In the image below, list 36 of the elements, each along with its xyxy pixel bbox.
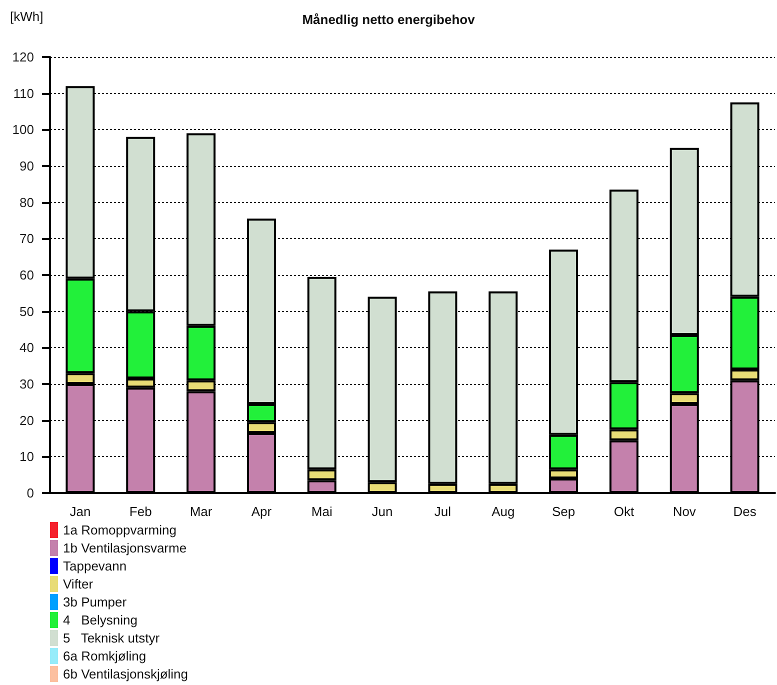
y-tick-label: 0 [26,486,34,500]
legend-label: 1b Ventilasjonsvarme [63,540,187,556]
y-tick-label: 20 [20,412,34,428]
y-axis-title: [kWh] [10,9,44,24]
x-tick-label: Des [733,504,757,519]
x-tick-label: Sep [552,504,576,519]
y-tick-label: 80 [20,194,34,210]
x-tick-label: Mai [311,504,332,519]
y-tick-label: 40 [20,340,34,356]
x-tick-label: Jul [434,504,452,519]
y-tick-label: 30 [20,376,34,392]
y-tick-label: 100 [12,122,34,138]
legend-label: 5 Teknisk utstyr [63,630,160,646]
x-tick-label: Nov [672,504,696,519]
legend-label: 1a Romoppvarming [63,522,176,538]
legend-label: 3b Pumper [63,594,128,610]
y-tick-label: 90 [20,158,34,174]
x-tick-label: Apr [251,504,272,519]
legend-label: 6a Romkjøling [63,648,146,664]
y-tick-label: 50 [20,304,34,319]
legend-label: 4 Belysning [63,612,138,628]
y-tick-label: 120 [12,50,34,64]
x-tick-label: Jan [70,504,91,519]
x-tick-label: Feb [129,504,152,519]
x-tick-label: Aug [492,504,515,519]
y-tick-label: 60 [20,268,34,282]
legend-label: 6b Ventilasjonskjøling [63,666,188,682]
chart-title: Månedlig netto energibehov [302,12,476,27]
x-tick-label: Jun [372,504,393,519]
legend-label: Tappevann [63,558,127,574]
x-tick-label: Mar [190,504,213,519]
y-tick-label: 70 [20,231,34,246]
x-tick-label: Okt [614,504,634,519]
y-tick-label: 110 [13,86,34,101]
legend-label: Vifter [63,576,94,592]
y-tick-label: 10 [20,449,34,464]
